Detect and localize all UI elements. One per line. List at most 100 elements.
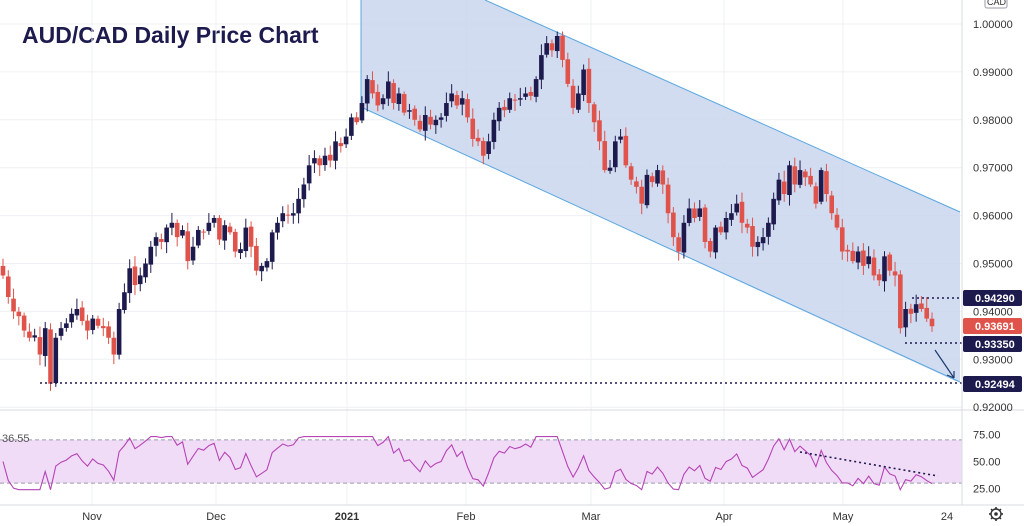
candle-body [766,222,771,237]
rsi-divergence-line [799,451,939,477]
candle-body [407,110,412,112]
candle-body [159,239,164,242]
candle-body [581,69,586,96]
candle-body [660,170,666,185]
misc-controls [989,507,1003,521]
candle-body [248,226,254,247]
candle-body [744,223,750,228]
candle-body [185,231,191,262]
candle-body [787,165,792,196]
candle-body [201,231,206,233]
candle-body [718,226,724,233]
candle-body [882,256,887,282]
candle-body [845,249,850,252]
candle-body [481,141,486,156]
price-levels [40,297,962,384]
candle-body [174,222,180,238]
candle-body [470,118,476,139]
candle-body [127,268,132,294]
time-axis[interactable]: Nov Dec 2021 Feb Mar Apr May 24 [0,504,1024,523]
candle-body [528,91,534,96]
rsi-tick-label: 25.00 [973,484,1001,496]
candle-body [396,93,402,104]
candle-body [21,315,27,331]
candle-body [676,237,681,252]
candle-body [370,80,375,94]
settings-gear-icon[interactable] [989,507,1003,521]
candle-body [496,107,502,122]
candle-body [359,103,365,121]
candle-body [876,274,882,281]
candle-body [264,261,270,268]
candle-body [702,207,708,242]
current-price-tag [963,318,1022,334]
candle-body [639,186,644,204]
candle-body [919,303,924,310]
candle-body [338,143,344,147]
candle-body [243,227,249,252]
candle-body [792,166,798,185]
candle-body [79,307,85,321]
candle-body [74,309,80,316]
candle-body [565,59,571,84]
candle-body [898,274,903,329]
candle-body [211,217,217,223]
candle-body [465,99,470,118]
gear-tooth [990,508,994,512]
price-axis[interactable]: 1.00000 0.99000 0.98000 0.97000 0.96000 0.950… [961,0,1022,505]
support-tag [963,336,1022,352]
candle-body [681,222,687,253]
candle-body [512,99,518,101]
candle-body [929,318,935,327]
candle-body [11,298,16,312]
gear-tooth [998,508,1002,512]
candle-body [132,266,138,286]
projection-arrow-head [946,371,955,379]
channel-fill [361,0,960,381]
candle-body [222,225,227,241]
candle-body [739,201,745,223]
candle-body [90,318,96,330]
candle-body [612,141,618,168]
candle-body [887,254,893,271]
candle-body [834,214,840,228]
candle-body [180,229,185,236]
candle-body [343,136,349,145]
time-tick-label: Apr [715,511,732,523]
candle-body [143,263,148,278]
candle-body [401,94,407,113]
candle-body [27,331,32,338]
candle-body [16,311,22,317]
candle-body [196,229,201,246]
candle-body [924,307,930,319]
candle-body [259,265,264,272]
candle-body [671,212,676,238]
candle-body [850,250,856,262]
candle-body [797,170,803,185]
price-tick-label: 0.93000 [973,354,1013,366]
candle-body [438,117,444,120]
rsi-tick-label: 75.00 [973,429,1001,441]
candle-body [312,158,317,164]
candle-body [137,275,143,285]
candle-body [655,170,660,184]
candle-body [771,198,776,225]
candle-body [755,241,761,248]
candle-body [254,245,259,271]
resistance-tag-text: 0.94290 [975,293,1015,305]
candle-body [803,171,808,178]
time-tick-label: 2021 [335,511,359,523]
major-support-tag [963,376,1022,392]
candle-body [417,120,423,130]
candle-body [607,167,613,171]
candle-body [422,115,428,131]
channel-lower-line [360,106,961,383]
resistance-tag [963,290,1022,306]
candle-body [623,135,629,166]
candle-body [69,313,74,323]
price-tick-label: 0.97000 [973,163,1013,175]
projection-arrow [934,349,955,379]
candle-body [903,309,908,328]
candle-body [502,106,507,111]
